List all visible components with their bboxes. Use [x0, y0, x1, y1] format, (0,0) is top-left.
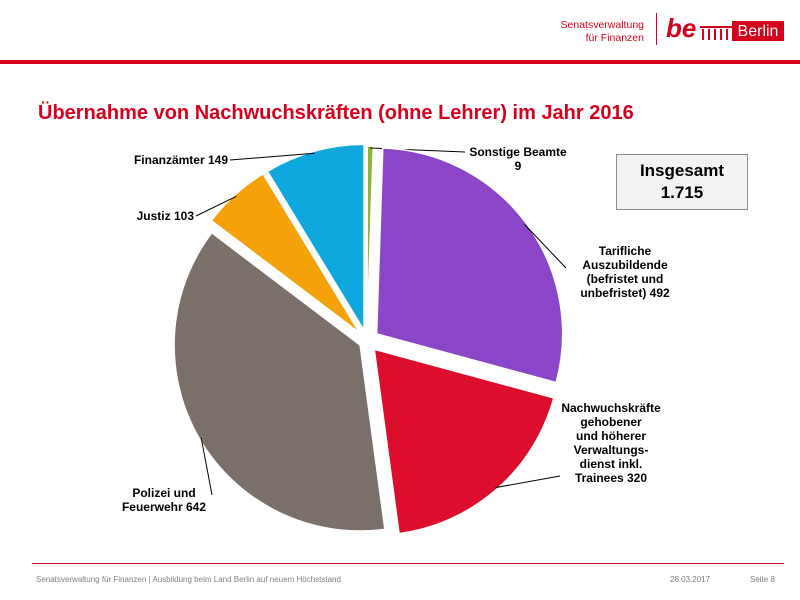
pie-slice — [210, 172, 361, 334]
footer-text: Senatsverwaltung für Finanzen | Ausbildu… — [36, 575, 341, 584]
be-berlin-logo: be Berlin — [666, 13, 784, 43]
slice-label-line: (befristet und — [586, 272, 664, 286]
logo-be-text: be — [666, 13, 696, 43]
leader-line — [495, 475, 561, 489]
footer-page: Seite 8 — [750, 575, 775, 584]
slice-label-line: dienst inkl. — [579, 457, 643, 471]
slice-label-line: Feuerwehr 642 — [121, 500, 207, 514]
pie-slice — [375, 147, 564, 384]
brandenburg-gate-icon — [700, 26, 732, 40]
total-box: Insgesamt 1.715 — [616, 154, 748, 210]
total-label: Insgesamt — [639, 161, 725, 180]
org-name: Senatsverwaltung für Finanzen — [540, 19, 644, 45]
leader-line — [200, 437, 213, 496]
slice-label: Sonstige Beamte 9 — [468, 145, 568, 173]
slice-label-line: 9 — [514, 159, 522, 173]
slice-label-line: Nachwuchskräfte — [561, 401, 661, 415]
logo-city-text: Berlin — [738, 23, 779, 40]
org-name-line1: Senatsverwaltung — [560, 19, 644, 31]
slice-label-line: gehobener — [580, 415, 642, 429]
slice-label: Nachwuchskräfte gehobener und höherer Verwa… — [552, 401, 670, 485]
slice-label-line: Polizei und — [132, 486, 196, 500]
leader-line — [229, 152, 315, 161]
footer-date: 28.03.2017 — [670, 575, 711, 584]
slice-label: Tarifliche Auszubildende (befristet und unb… — [570, 244, 680, 300]
slice-label-line: und höherer — [575, 429, 646, 443]
slice-label-line: unbefristet) 492 — [580, 286, 670, 300]
header-rule — [0, 60, 800, 64]
pie-slice — [366, 145, 375, 333]
slice-label-line: Auszubildende — [582, 258, 668, 272]
leader-line — [524, 224, 567, 269]
pie-slice — [173, 231, 386, 532]
slice-label: Polizei und Feuerwehr 642 — [116, 486, 212, 514]
pie-slice — [266, 143, 365, 334]
total-value: 1.715 — [660, 183, 704, 202]
slice-label-line: Verwaltungs- — [573, 443, 649, 457]
slice-label-line: Trainees 320 — [574, 471, 648, 485]
leader-line — [195, 195, 237, 217]
header-separator — [656, 13, 657, 45]
slide-title: Übernahme von Nachwuchskräften (ohne Leh… — [38, 102, 634, 124]
slice-label-line: Tarifliche — [598, 244, 652, 258]
pie-slice — [373, 348, 555, 535]
slice-label-line: Sonstige Beamte — [469, 145, 567, 159]
slice-label: Finanzämter 149 — [100, 153, 228, 167]
footer-rule — [32, 563, 784, 564]
slice-label: Justiz 103 — [124, 209, 194, 223]
slice-label-line: Finanzämter 149 — [133, 153, 228, 167]
org-name-line2: für Finanzen — [585, 32, 644, 44]
slice-label-line: Justiz 103 — [136, 209, 194, 223]
